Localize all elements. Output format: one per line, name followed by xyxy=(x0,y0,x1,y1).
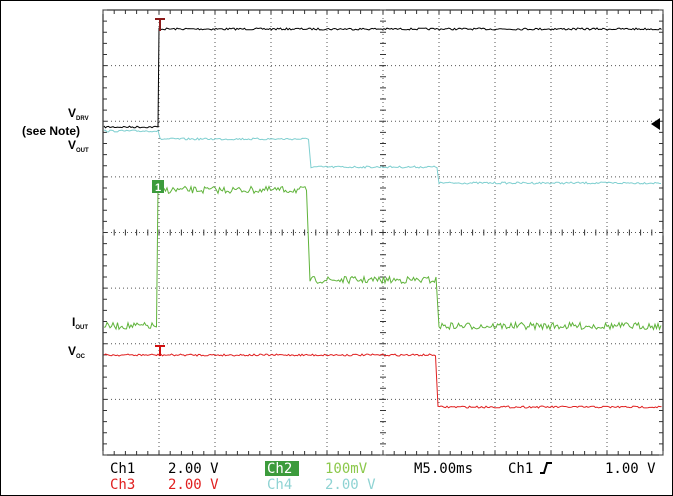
ch2-label: Ch2 xyxy=(267,461,292,477)
status-bar: Ch1 2.00 V Ch2 100mV M5.00ms Ch1 1.00 V … xyxy=(110,461,656,493)
trigger-level: 1.00 V xyxy=(605,461,656,477)
label-vdrv: VDRV xyxy=(68,106,89,122)
ch2-marker: 1 xyxy=(155,182,161,194)
trigger-marker-top xyxy=(155,18,165,31)
ch4-scale: 2.00 V xyxy=(325,477,376,493)
trigger-source: Ch1 xyxy=(508,461,533,477)
grid-ticks xyxy=(102,9,664,456)
trigger-slope xyxy=(540,462,552,474)
ch3-scale: 2.00 V xyxy=(168,477,219,493)
trace-vdrv xyxy=(103,27,662,129)
trigger-level-arrow xyxy=(651,118,660,130)
graticule xyxy=(102,9,664,456)
ch1-label: Ch1 xyxy=(110,461,135,477)
trace-voc xyxy=(103,353,662,409)
trace-vout xyxy=(104,129,661,185)
traces xyxy=(103,27,662,409)
ch4-label: Ch4 xyxy=(267,477,292,493)
label-voc: VOC xyxy=(68,344,86,360)
trigger-marker-ch3 xyxy=(155,345,165,356)
trace-iout xyxy=(103,184,662,332)
label-vout: VOUT xyxy=(68,138,89,154)
ch1-scale: 2.00 V xyxy=(168,461,219,477)
ch2-scale: 100mV xyxy=(325,461,368,477)
label-see-note: (see Note) xyxy=(22,124,80,138)
timebase: M5.00ms xyxy=(414,461,473,477)
label-iout: IOUT xyxy=(72,315,88,331)
ch3-label: Ch3 xyxy=(110,477,135,493)
ch2-marker-box xyxy=(152,180,164,193)
ch2-highlight xyxy=(265,461,299,476)
